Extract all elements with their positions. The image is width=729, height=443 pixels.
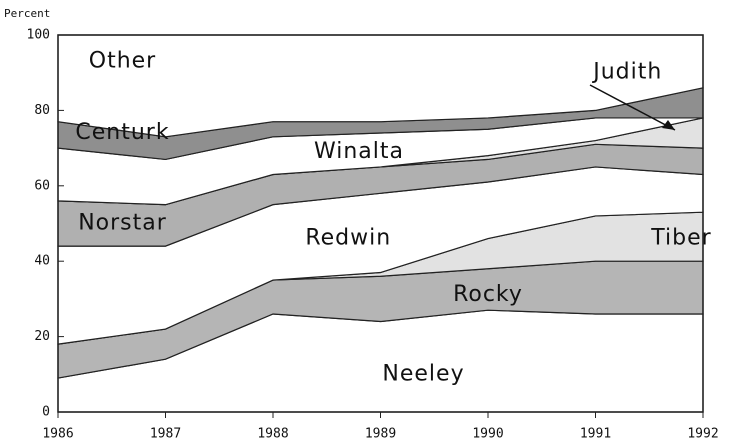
areas	[57, 34, 704, 413]
y-tick-label: 20	[34, 329, 50, 344]
series-label: Rocky	[453, 282, 523, 307]
series-label: Norstar	[78, 211, 167, 236]
series-label: Other	[89, 48, 156, 73]
x-tick-label: 1991	[580, 427, 611, 442]
x-tick-label: 1989	[365, 427, 396, 442]
x-tick-label: 1987	[150, 427, 181, 442]
x-tick-label: 1986	[42, 427, 73, 442]
y-tick-label: 0	[42, 405, 50, 420]
y-axis-label: Percent	[4, 7, 50, 20]
y-tick-label: 60	[34, 178, 50, 193]
y-tick-label: 80	[34, 103, 50, 118]
series-label: Centurk	[75, 120, 169, 145]
judith-arrowhead	[662, 120, 675, 130]
y-tick-label: 40	[34, 254, 50, 269]
y-tick-label: 100	[27, 28, 50, 43]
series-label: Redwin	[305, 226, 391, 251]
series-label: Tiber	[650, 226, 711, 251]
x-tick-label: 1992	[687, 427, 718, 442]
series-label: Winalta	[314, 139, 404, 164]
judith-arrow	[589, 84, 676, 131]
series-label: Neeley	[382, 361, 464, 386]
series-label: Judith	[591, 60, 662, 85]
x-tick-label: 1990	[472, 427, 503, 442]
x-tick-label: 1988	[257, 427, 288, 442]
